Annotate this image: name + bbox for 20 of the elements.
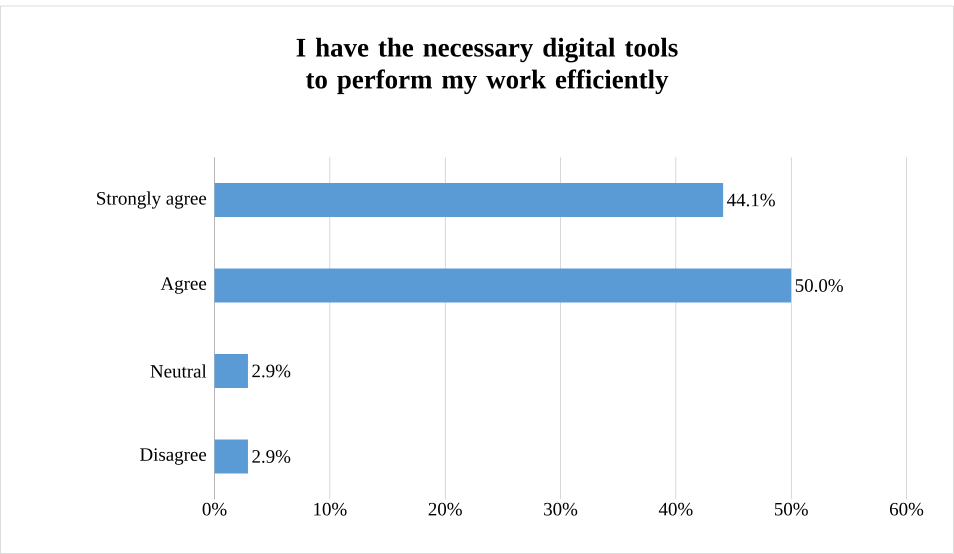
x-tick-label: 30% (544, 502, 578, 516)
chart-title: I have the necessary digital tools to perform my work efficiently (296, 38, 678, 94)
x-tick-label: 50% (774, 502, 808, 516)
x-tick-label: 60% (890, 502, 924, 516)
x-tick-label: 10% (314, 502, 347, 516)
y-tick-label: Strongly agree (97, 191, 206, 209)
x-tick-label: 0% (202, 502, 226, 516)
bar (214, 440, 248, 474)
x-tick-label: 40% (658, 502, 693, 516)
x-tick-label: 20% (428, 502, 462, 516)
data-label: 44.1% (727, 194, 775, 206)
bar (214, 354, 248, 388)
bar (214, 268, 792, 303)
y-tick-label: Agree (160, 277, 206, 294)
data-label: 2.9% (252, 450, 290, 463)
data-label: 50.0% (796, 279, 843, 292)
data-label: 2.9% (252, 364, 290, 378)
y-tick-label: Disagree (140, 448, 206, 465)
y-tick-label: Neutral (150, 364, 206, 378)
bar (214, 183, 724, 218)
